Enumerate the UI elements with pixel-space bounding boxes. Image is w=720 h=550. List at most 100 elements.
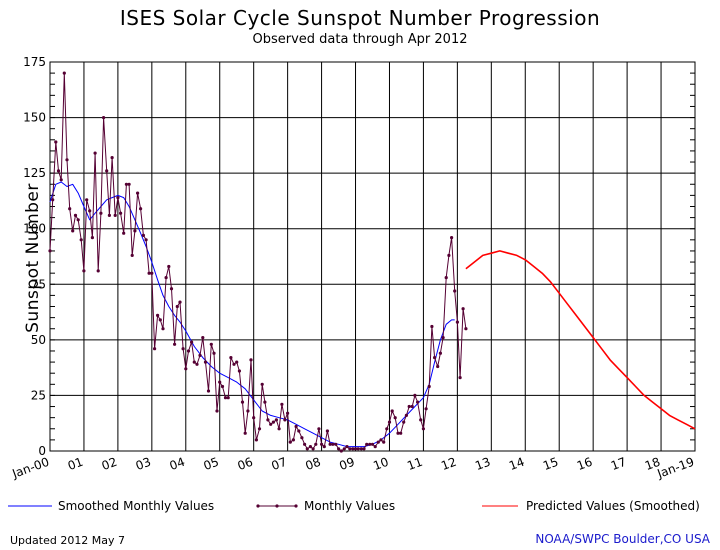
data-point [82,269,86,273]
data-point [404,413,408,417]
data-point [353,447,358,451]
data-point [359,447,363,451]
data-point [102,116,106,120]
data-point [263,400,267,404]
data-point [427,384,431,389]
x-tick-label: 04 [168,455,187,473]
data-point [348,447,352,451]
data-point [237,369,241,373]
data-point [370,442,375,446]
source-credit: NOAA/SWPC Boulder,CO USA [535,532,710,546]
x-tick-label: Jan-00 [9,455,51,482]
chart-subtitle: Observed data through Apr 2012 [252,32,468,47]
x-tick-label: 16 [575,455,594,473]
data-point [269,422,273,426]
data-point [68,207,72,211]
data-point [455,320,459,324]
data-point [305,447,309,451]
series-layer [48,71,696,453]
data-point [334,442,338,446]
data-point [461,307,465,311]
data-point [382,440,386,444]
data-point [325,429,329,433]
data-point [356,447,360,451]
data-point [164,276,168,280]
x-tick-label: Jan-19 [654,455,696,482]
data-point [399,431,403,435]
data-point [96,269,100,273]
data-point [153,347,157,351]
data-point [280,402,284,406]
data-point [235,360,239,364]
data-point [430,324,434,329]
x-tick-label: 05 [202,455,221,473]
data-point [99,211,103,215]
data-point [458,376,462,380]
data-point [203,360,208,364]
data-point [107,213,111,217]
data-point [150,271,154,275]
grid-layer [49,61,696,452]
data-point [266,418,270,422]
data-point [173,342,177,346]
data-point [444,276,448,280]
data-point [450,236,454,240]
y-tick-label: 25 [31,388,46,402]
data-point [342,447,346,451]
data-point [59,178,63,182]
data-point [54,140,58,144]
data-point [274,418,278,422]
data-point [433,356,437,360]
x-tick-label: 18 [643,455,662,473]
x-tick-label: 06 [236,455,255,473]
data-point [436,364,440,369]
data-point [186,349,191,353]
data-point [169,287,174,291]
data-point [73,213,78,217]
data-point [379,438,383,442]
data-point [88,209,92,213]
data-point [223,396,228,400]
y-tick-label: 150 [23,111,46,125]
data-point [110,156,114,160]
data-point [303,442,307,446]
data-point [407,404,411,409]
legend-swatch-dot [275,504,279,508]
data-point [320,442,324,446]
data-point [291,438,295,442]
data-point [240,400,245,404]
y-tick-label: 75 [31,277,46,291]
data-point [209,342,213,346]
data-point [314,442,318,446]
data-point [345,445,349,449]
data-point [119,211,123,215]
data-point [249,358,253,362]
data-point [156,313,160,317]
data-point [308,445,312,449]
data-point [362,447,366,451]
x-tick-label: 12 [439,455,458,473]
data-point [373,445,377,449]
data-point [328,442,332,446]
plot-frame [49,61,696,452]
x-tick-label: 10 [371,455,390,473]
data-point [62,71,66,75]
data-point [181,347,185,351]
data-point [218,380,222,384]
data-point [192,360,196,364]
data-point [229,356,233,360]
legend-swatch-dot [294,504,298,508]
data-point [158,318,162,322]
data-point [438,351,442,355]
data-point [402,420,406,424]
data-point [206,389,211,393]
x-tick-label: 08 [303,455,322,473]
y-tick-label: 100 [23,222,46,236]
data-point [390,409,394,413]
x-tick-label: 15 [541,455,560,473]
data-point [424,407,428,411]
data-point [130,253,134,257]
data-point [215,409,219,413]
data-point [368,442,372,446]
y-tick-label: 50 [31,333,46,347]
